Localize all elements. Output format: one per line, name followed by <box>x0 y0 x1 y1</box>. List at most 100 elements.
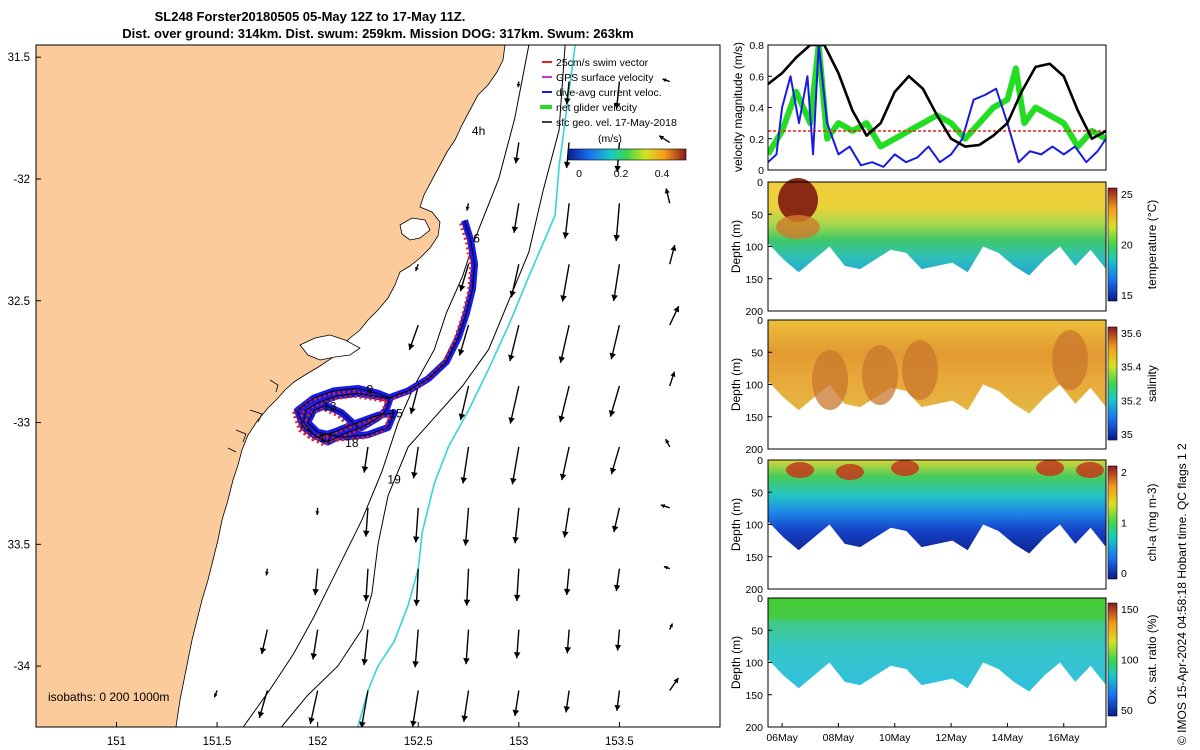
chlorophyll-bloom <box>891 460 919 476</box>
day-labels: 4h 6 13 9 15 17 18 19 <box>319 124 485 486</box>
geo-vector-head <box>509 290 516 298</box>
geo-vector-head <box>670 371 676 377</box>
geo-vector-head <box>511 226 519 233</box>
geo-vector-shaft <box>466 568 470 606</box>
isobath-200m <box>242 45 530 727</box>
chlorophyll-bloom <box>1076 462 1104 478</box>
title-line-1: SL248 Forster20180505 05-May 12Z to 17-M… <box>155 9 466 24</box>
geo-vector-head <box>411 471 418 479</box>
section-field <box>768 182 1106 276</box>
colorbar-tick-label: 35.4 <box>1121 362 1142 374</box>
geo-vector-head <box>460 477 468 484</box>
map-ytick-label: 31.5 <box>8 52 30 64</box>
geo-vector-head <box>513 652 521 659</box>
day-label: 15 <box>389 407 403 421</box>
geo-vector-head <box>315 511 320 515</box>
section-ytick-label: 50 <box>751 625 763 637</box>
section-colorbar <box>1107 326 1118 441</box>
isobath-1000m <box>281 45 566 727</box>
velocity-panel: 0 0.2 0.4 0.6 0.8 velocity magnitude (m/s) <box>731 40 1107 177</box>
geo-vector-head <box>415 266 419 272</box>
geo-vector-head <box>660 504 666 509</box>
geo-vector-head <box>563 706 570 713</box>
section-cbar-label: Ox. sat. ratio (%) <box>1145 614 1159 704</box>
section-ytick-label: 150 <box>745 412 763 424</box>
geo-vector-head <box>458 284 466 292</box>
geo-vector-shaft <box>464 507 470 546</box>
credit-text: © IMOS 15-Apr-2024 04:58:18 Hobart time.… <box>1175 443 1189 745</box>
geo-vector-head <box>308 717 315 724</box>
map-legend: 25cm/s swim vector GPS surface velocity … <box>540 57 687 180</box>
map-xtick-label: 152 <box>308 736 327 748</box>
section-colorbar <box>1107 602 1118 717</box>
geo-vector-shaft <box>509 385 520 424</box>
map-ytick-label: -33 <box>13 418 30 430</box>
geo-vector-head <box>560 295 567 302</box>
geo-vector-head <box>359 721 366 727</box>
glider-track <box>291 219 479 447</box>
section-ylabel: Depth (m) <box>729 636 743 689</box>
isobaths-label: isobaths: 0 200 1000m <box>48 690 169 704</box>
section-ylabel: Depth (m) <box>729 220 743 273</box>
geo-vector-head <box>664 188 670 194</box>
section-ytick-label: 100 <box>745 242 763 254</box>
geo-vector-head <box>673 306 680 313</box>
geo-vector-head <box>408 343 415 351</box>
section-ytick-label: 0 <box>757 455 763 467</box>
geo-vector-head <box>563 161 571 169</box>
colorbar-tick-2: 0.4 <box>655 168 670 180</box>
section-ytick-label: 50 <box>751 347 763 359</box>
map-estuary-detail <box>299 334 361 361</box>
geo-vector-head <box>458 413 466 420</box>
geo-vector-head <box>512 709 520 717</box>
legend-swim-label: 25cm/s swim vector <box>556 57 649 69</box>
geo-vector-head <box>663 565 668 570</box>
date-tick-label: 14May <box>992 732 1024 744</box>
geo-vector-head <box>564 98 571 105</box>
geo-vector-head <box>564 647 572 654</box>
geo-vector-head <box>516 83 521 88</box>
velocity-ylabel: velocity magnitude (m/s) <box>731 42 745 172</box>
map-xtick-label: 151.5 <box>203 736 232 748</box>
geo-vector-shaft <box>511 446 520 485</box>
map-axes: 151 151.5 152 152.5 153 153.5 31.5 -32 32.5 -33 33… <box>8 52 634 748</box>
chlorophyll-bloom <box>1036 460 1064 476</box>
colorbar-tick-label: 15 <box>1121 290 1133 302</box>
day-label: 19 <box>387 472 401 486</box>
geo-vector-head <box>669 623 673 628</box>
salinity-high-patch <box>1052 330 1088 390</box>
section-ytick-label: 200 <box>745 306 763 318</box>
geo-vector-head <box>670 244 677 252</box>
geo-vector-head <box>613 584 621 591</box>
geo-vector-shaft <box>414 629 419 668</box>
geo-vector-shaft <box>411 690 419 727</box>
title-line-2: Dist. over ground: 314km. Dist. swum: 25… <box>122 26 634 41</box>
date-tick-label: 12May <box>935 732 967 744</box>
geo-vector-head <box>609 467 617 475</box>
colorbar-tick-label: 50 <box>1121 705 1133 717</box>
track-swim-vectors <box>291 222 473 447</box>
geo-vector-head <box>462 539 470 546</box>
geo-vector-head <box>257 711 265 718</box>
geo-vector-head <box>562 232 570 239</box>
geo-vector-head <box>608 410 616 417</box>
velocity-series-line <box>768 45 1106 148</box>
colorbar-tick-label: 35.2 <box>1121 395 1142 407</box>
day-label: 6 <box>473 231 480 245</box>
chlorophyll-bloom <box>786 462 814 478</box>
velocity-ytick-label: 0.6 <box>749 71 764 83</box>
geo-vector-head <box>558 415 565 423</box>
map-panel: 4h 6 13 9 15 17 18 19 151 151.5 152 152.5 153 153.5 3… <box>8 44 721 748</box>
day-label: 4h <box>472 124 485 138</box>
date-tick-label: 06May <box>766 732 798 744</box>
isobath-lines <box>242 45 576 727</box>
geostrophic-vectors <box>213 78 680 727</box>
geo-vector-head <box>611 294 618 301</box>
geo-vector-shaft <box>509 324 520 362</box>
geo-vector-shaft <box>462 446 470 484</box>
geo-vector-head <box>412 661 419 668</box>
geo-vector-shaft <box>615 203 621 242</box>
colorbar-unit-label: (m/s) <box>598 133 622 145</box>
